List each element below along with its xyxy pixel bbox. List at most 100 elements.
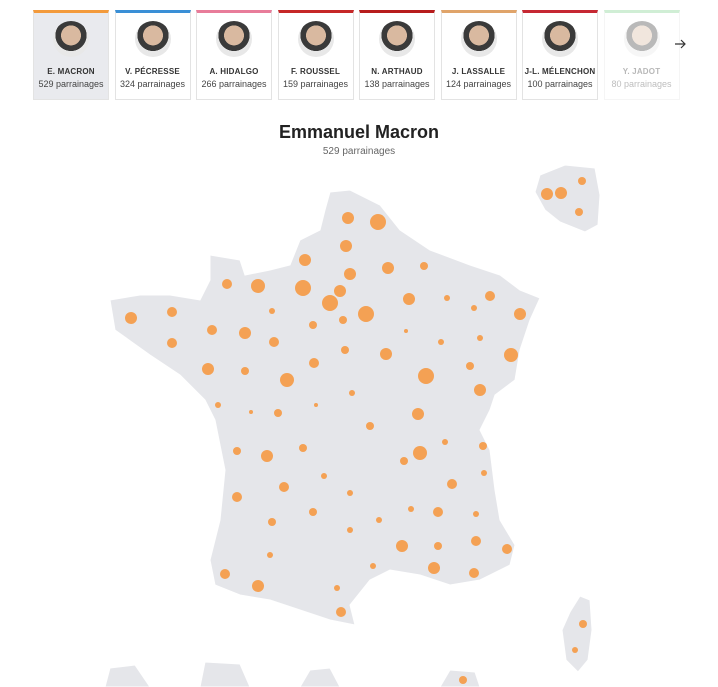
candidate-name: J. LASSALLE [451,67,506,76]
bubble [433,507,443,517]
candidate-photo [134,21,171,57]
candidate-name: N. ARTHAUD [371,67,423,76]
bubble [267,552,273,558]
candidate-count: 324 parrainages [119,79,186,89]
candidate-count: 159 parrainages [282,79,349,89]
candidate-photo [379,21,415,57]
bubble [442,439,448,445]
bubble [578,177,586,185]
bubble [279,482,289,492]
france-map [109,189,541,626]
bubble [474,384,486,396]
bubble [502,544,512,554]
bubble [125,312,137,324]
bubble [261,450,273,462]
bubble [485,291,495,301]
bubble [314,403,318,407]
bubble [420,262,428,270]
bubble [382,262,394,274]
bubble [370,214,386,230]
bubble [481,470,487,476]
subtitle: 529 parrainages [322,146,396,157]
bubble [479,442,487,450]
bubble [167,307,177,317]
bubble [167,338,177,348]
bubble [202,363,214,375]
bubble [469,568,479,578]
candidate-name: F. ROUSSEL [290,67,341,76]
corsica-map [561,595,593,673]
bubble [471,305,477,311]
candidate-card[interactable]: A. HIDALGO 266 parrainages [196,10,272,100]
bubble [220,569,230,579]
bubble [252,580,264,592]
bubble [269,308,275,314]
candidate-count: 124 parrainages [445,79,512,89]
candidate-photo [542,21,578,57]
candidate-photo [623,21,660,57]
bubble [477,335,483,341]
candidate-name: J-L. MÉLENCHON [524,67,596,76]
bubble [400,457,408,465]
bubble [309,358,319,368]
bubble [239,327,251,339]
candidate-name: A. HIDALGO [209,67,259,76]
candidate-card[interactable]: E. MACRON 529 parrainages [33,10,109,100]
bubble [299,444,307,452]
bubble [321,473,327,479]
bubble [249,410,253,414]
bubble [207,325,217,335]
bubble [340,240,352,252]
bubble [309,508,317,516]
candidate-name: V. PÉCRESSE [125,67,180,76]
bubble [459,676,467,684]
bubble [380,348,392,360]
candidate-name: Y. JADOT [622,67,661,76]
next-arrow[interactable] [675,39,686,49]
bubble [295,280,311,296]
bubble [408,506,414,512]
bubble [358,306,374,322]
bubble [444,295,450,301]
bubble [280,373,294,387]
bubble [438,339,444,345]
bubble [575,208,583,216]
bubbles [125,177,587,684]
bubble [418,368,434,384]
bubble [322,295,338,311]
bubble [579,620,587,628]
candidate-count: 138 parrainages [364,79,430,89]
islands-map [104,661,481,687]
bubble [428,562,440,574]
candidate-card[interactable]: V. PÉCRESSE 324 parrainages [114,10,191,100]
candidate-name: E. MACRON [47,67,95,76]
bubble [344,268,356,280]
candidate-card[interactable]: J-L. MÉLENCHON 100 parrainages [522,10,598,100]
bubble [269,337,279,347]
bubble [514,308,526,320]
bubble [233,447,241,455]
bubble [412,408,424,420]
candidate-card[interactable]: J. LASSALLE 124 parrainages [440,10,517,100]
candidate-photo [297,21,334,57]
bubble [339,316,347,324]
bubble [471,536,481,546]
candidate-card[interactable]: Y. JADOT 80 parrainages [603,10,680,100]
bubble [413,446,427,460]
bubble [504,348,518,362]
bubble [268,518,276,526]
candidate-card[interactable]: F. ROUSSEL 159 parrainages [277,10,354,100]
bubble [299,254,311,266]
bubble [215,402,221,408]
title: Emmanuel Macron [278,122,440,142]
bubble [396,540,408,552]
bubble [366,422,374,430]
bubble [232,492,242,502]
candidate-photo [53,21,89,57]
bubble [434,542,442,550]
candidate-card[interactable]: N. ARTHAUD 138 parrainages [359,10,435,100]
bubble [404,329,408,333]
candidate-count: 80 parrainages [611,79,672,89]
